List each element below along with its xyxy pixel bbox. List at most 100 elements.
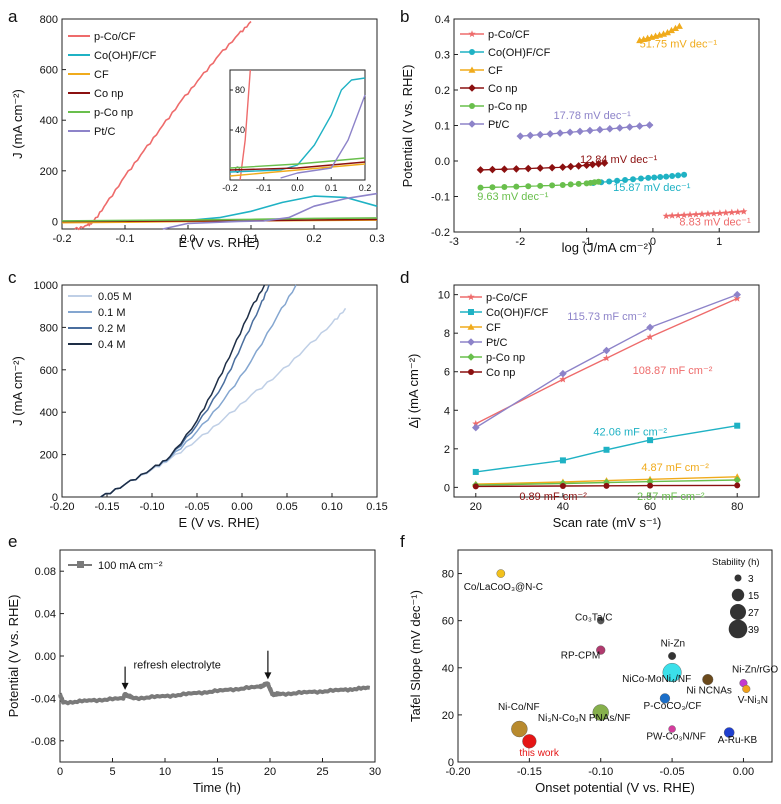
panel-letter: c [8,268,17,287]
legend-label: 0.05 M [98,291,132,303]
inset-x-tick-label: -0.2 [222,183,238,193]
series-marker [647,482,654,489]
y-tick-label: 0.00 [35,651,56,663]
legend-marker [467,293,475,301]
legend: p-Co/CF Co(OH)F/CF CF Pt/C p-Co np Co np [460,292,549,379]
legend-label: p-Co np [94,107,133,119]
size-legend-label: 15 [748,591,760,602]
y-tick-label: 200 [40,166,58,178]
series-marker [663,173,670,180]
x-tick-label: -0.15 [94,501,119,513]
series-marker [500,165,509,174]
series-marker [488,165,497,174]
x-tick-label: 0.0 [180,233,195,245]
series-marker [471,423,480,432]
x-tick-label: 30 [369,766,381,778]
series-marker [651,174,658,181]
plot-frame [61,18,378,230]
point-label: V-Ni₃N [738,695,768,706]
legend: p-Co/CF Co(OH)F/CF CF Co np p-Co np Pt/C [68,31,157,138]
size-legend-marker [730,604,746,620]
x-axis-label: E (V vs. RHE) [179,515,260,530]
series-marker [576,127,584,136]
series-line-2 [100,284,270,498]
series-marker [582,161,591,170]
legend-label: Co np [486,367,515,379]
y-tick-label: 60 [442,616,454,628]
series-marker [674,211,682,219]
refresh-annotation: refresh electrolyte [134,660,221,672]
size-legend-label: 27 [748,608,760,619]
series-marker [675,22,683,29]
series-marker [646,477,654,486]
legend-marker [469,49,475,55]
series-marker [728,208,736,216]
series-marker [668,211,676,219]
series-marker [472,468,479,475]
series-marker [513,183,520,190]
series-marker [733,290,742,299]
y-tick-label: 0 [444,482,450,494]
series-marker [559,369,567,378]
y-tick-label: 0 [52,492,58,504]
series-marker [559,375,567,383]
series-marker [602,346,611,355]
x-tick-label: 0.3 [369,233,384,245]
x-tick-label: -0.05 [184,501,209,513]
y-tick-label: 0.4 [435,14,450,26]
legend-marker [468,120,476,128]
inset-series-line-3 [229,161,366,171]
panel-letter: b [400,7,409,26]
legend-marker [468,309,474,315]
y-tick-label: 6 [444,367,450,379]
series-marker [536,164,544,172]
panel-letter: f [400,532,405,551]
scatter-point [742,684,751,693]
capacitance-annotation: 42.06 mF cm⁻² [593,426,667,438]
scatter-point [496,569,506,578]
x-tick-label: -0.2 [53,233,72,245]
legend-marker [469,103,475,109]
series-marker [536,130,544,139]
scatter-point [596,645,606,655]
x-axis-label: Scan rate (mV s⁻¹) [553,515,662,530]
series-marker [472,483,479,490]
x-tick-label: -0.05 [660,766,685,778]
legend-label: Pt/C [486,337,507,349]
capacitance-annotation: 2.57 mF cm⁻² [637,491,705,503]
legend: p-Co/CF Co(OH)F/CF CF Co np p-Co np Pt/C [460,29,551,131]
x-tick-label: -2 [515,236,525,248]
legend-label: Co(OH)F/CF [486,307,549,319]
series-marker [669,172,676,179]
inset-x-tick-label: -0.1 [256,183,272,193]
series-marker [734,482,741,489]
x-axis-label: log (J/mA cm⁻²) [562,240,653,255]
panel-letter: a [8,7,18,26]
plot-frame [61,284,378,498]
series-marker [722,209,730,216]
y-axis-label: Potential (V vs. RHE) [400,65,415,188]
point-label: Ni NCNAs [686,686,732,697]
series-marker [734,208,742,216]
series-marker [603,446,610,453]
point-label: Ni-Co/NF [498,702,540,713]
y-tick-label: 400 [40,115,58,127]
scatter-point [662,662,682,682]
inset-y-tick-label: 40 [235,125,245,135]
x-tick-label: 0 [650,236,656,248]
series-marker [645,121,654,129]
series-marker [740,207,748,215]
legend-marker [467,338,475,346]
series-marker [733,476,742,484]
x-tick-label: 0.00 [231,501,252,513]
legend-label: 0.4 M [98,339,126,351]
scatter-point [522,734,537,749]
series-line-3 [100,284,266,498]
y-tick-label: -0.1 [431,192,450,204]
y-tick-label: 400 [40,407,58,419]
panel-letter: d [400,268,409,287]
y-axis-label: Δj (mA cm⁻²) [406,354,421,429]
series-marker [600,159,609,167]
scatter-point [659,693,671,704]
